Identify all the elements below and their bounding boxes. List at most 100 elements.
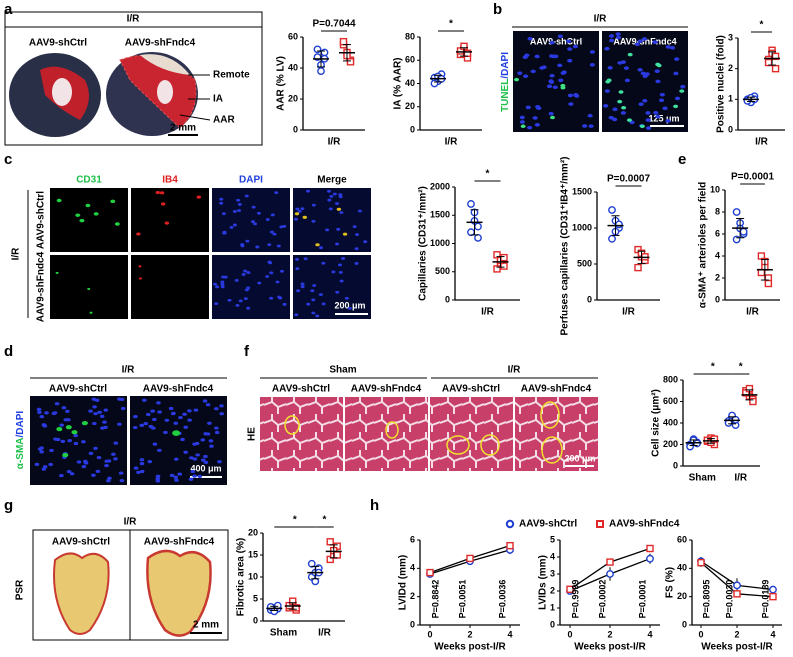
significance-label: P=0.0001 <box>731 172 775 183</box>
p-value: P=0.0001 <box>637 580 647 619</box>
cell-dot <box>549 40 555 45</box>
cell-dot <box>321 261 326 265</box>
cell-dot <box>67 438 73 443</box>
cell-outline <box>541 436 563 464</box>
cell-dot <box>152 417 157 422</box>
cell-dot <box>615 32 621 36</box>
x-tick-label: 4 <box>770 629 775 639</box>
cell-dot <box>532 116 538 120</box>
cell-dot <box>243 269 248 273</box>
cell-dot <box>96 455 102 460</box>
cell-dot <box>157 448 162 453</box>
significance-label: * <box>711 362 715 373</box>
cell-dot <box>639 124 645 129</box>
cell-dot <box>75 213 81 217</box>
cell-dot <box>87 287 91 290</box>
y-axis-label: LVIDs (mm) <box>538 555 549 610</box>
group-label: AAV9-shCtrl <box>36 191 47 249</box>
cell-dot <box>282 224 287 228</box>
y-tick-label: 4 <box>715 250 720 260</box>
cell-dot <box>294 212 300 216</box>
micrograph <box>131 188 209 252</box>
cell-dot <box>55 271 59 274</box>
x-tick-label: 2 <box>467 629 472 639</box>
y-tick-label: 2 <box>728 63 733 73</box>
cell-dot <box>66 469 72 474</box>
group-label: AAV9-shCtrl <box>52 537 110 548</box>
data-point <box>764 279 773 288</box>
cell-dot <box>244 288 249 292</box>
cell-dot <box>315 314 320 318</box>
cell-dot <box>91 473 96 477</box>
cell-dot <box>617 61 623 65</box>
cell-dot <box>85 203 91 208</box>
scale-label: 2 mm <box>193 620 219 631</box>
cell-dot <box>347 306 352 310</box>
cell-dot <box>71 430 78 435</box>
micrograph <box>30 396 127 485</box>
cell-dot <box>297 210 302 213</box>
y-axis-label: Capillaries (CD31⁺/mm²) <box>418 186 429 301</box>
panel-a: a I/R AAV9-shCtrl AAV9-shFndc4 Remote IA… <box>4 1 263 146</box>
cell-dot <box>265 275 270 278</box>
data-point <box>646 554 654 563</box>
significance-label: * <box>293 515 297 526</box>
histology <box>515 397 598 471</box>
cell-dot <box>354 262 359 265</box>
cell-dot <box>190 469 196 474</box>
cell-dot <box>589 63 596 67</box>
cell-dot <box>573 93 579 97</box>
data-point <box>634 263 642 272</box>
data-point <box>771 64 780 73</box>
cell-dot <box>523 74 529 79</box>
cell-dot <box>275 280 280 284</box>
cell-dot <box>196 195 202 199</box>
cell-dot <box>295 257 300 261</box>
cell-dot <box>100 426 105 430</box>
cell-dot <box>59 423 65 427</box>
x-axis-label: Weeks post-I/R <box>701 642 773 653</box>
data-point <box>749 397 757 406</box>
cell-dot <box>214 407 219 411</box>
cell-dot <box>253 222 258 226</box>
cell-dot <box>119 397 125 402</box>
cell-dot <box>634 42 640 47</box>
cell-dot <box>673 71 679 76</box>
heart-region <box>140 54 190 75</box>
cell-dot <box>624 78 630 83</box>
group-label: AAV9-shCtrl <box>442 384 500 395</box>
scale-label: 200 μm <box>564 453 595 463</box>
cell-dot <box>136 232 141 236</box>
cell-dot <box>604 46 610 51</box>
cell-dot <box>188 477 194 481</box>
header: I/R <box>594 14 608 25</box>
cell-dot <box>567 47 573 51</box>
cell-dot <box>209 444 214 448</box>
heart-cavity <box>157 80 173 104</box>
cell-dot <box>36 407 42 411</box>
legend-label: AAV9-shFndc4 <box>609 519 680 530</box>
data-point <box>320 48 329 57</box>
cell-dot <box>338 195 343 199</box>
cell-dot <box>183 425 189 429</box>
cell-dot <box>300 207 305 211</box>
cell-dot <box>215 285 220 289</box>
cell-dot <box>155 191 161 195</box>
cell-dot <box>208 439 214 443</box>
cell-dot <box>246 271 251 274</box>
stain-label: α-SMA/DAPI <box>15 411 26 470</box>
cell-dot <box>294 313 299 317</box>
cell-dot <box>653 110 659 115</box>
cell-dot <box>582 124 588 128</box>
cell-outline <box>446 435 470 455</box>
data-point <box>307 559 316 568</box>
cell-dot <box>62 453 69 458</box>
cell-dot <box>300 285 305 289</box>
header: I/R <box>508 365 522 376</box>
cell-dot <box>59 473 64 478</box>
cell-dot <box>156 401 161 405</box>
histology <box>430 397 513 471</box>
cell-dot <box>310 289 315 293</box>
y-tick-label: 40 <box>288 62 298 72</box>
p-value: P=0.8095 <box>701 580 711 619</box>
